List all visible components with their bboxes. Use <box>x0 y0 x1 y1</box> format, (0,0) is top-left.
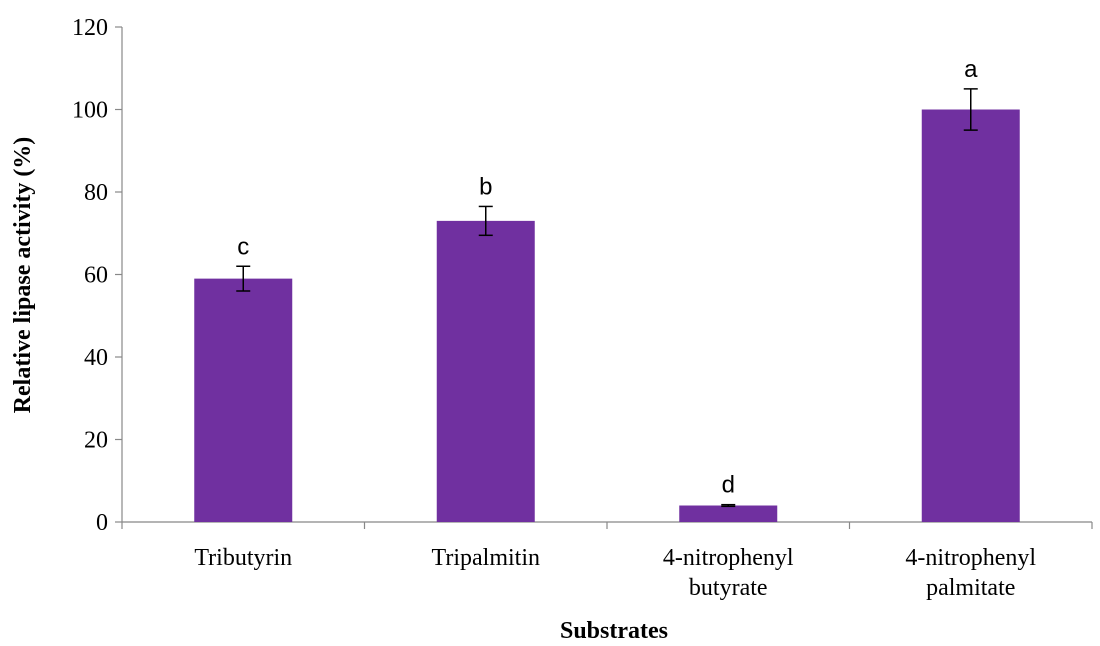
y-tick-label: 80 <box>84 180 108 206</box>
error-bar <box>721 503 736 508</box>
significance-label: a <box>964 56 978 83</box>
bars <box>194 109 1020 522</box>
bar <box>194 278 293 522</box>
x-tick-label: 4-nitrophenyl palmitate <box>905 545 1036 601</box>
y-tick-label: 0 <box>96 510 108 536</box>
y-tick-label: 100 <box>72 98 108 124</box>
x-tick-label: 4-nitrophenyl butyrate <box>663 545 794 601</box>
significance-label: d <box>722 472 735 499</box>
y-tick-label: 120 <box>72 15 108 41</box>
x-axis-category-labels: Tributyrin Tripalmitin 4-nitrophenyl butyra… <box>194 545 1036 601</box>
x-axis-title: Substrates <box>560 618 668 644</box>
x-tick-label: Tripalmitin <box>432 545 540 571</box>
bar <box>679 505 778 522</box>
significance-label: c <box>237 233 249 260</box>
y-tick-label: 40 <box>84 345 108 371</box>
significance-labels: c b d a <box>237 56 978 499</box>
error-bar <box>478 205 493 237</box>
bar <box>921 109 1020 522</box>
y-axis-ticks: 0 20 40 60 80 100 120 <box>72 15 122 536</box>
error-bar <box>236 265 251 292</box>
y-axis-title: Relative lipase activity (%) <box>10 137 36 414</box>
y-tick-label: 60 <box>84 263 108 289</box>
x-tick-label: Tributyrin <box>194 545 292 571</box>
error-bars <box>236 88 978 508</box>
error-bar <box>963 88 978 131</box>
bar <box>436 220 535 522</box>
y-tick-label: 20 <box>84 428 108 454</box>
significance-label: b <box>479 173 492 200</box>
